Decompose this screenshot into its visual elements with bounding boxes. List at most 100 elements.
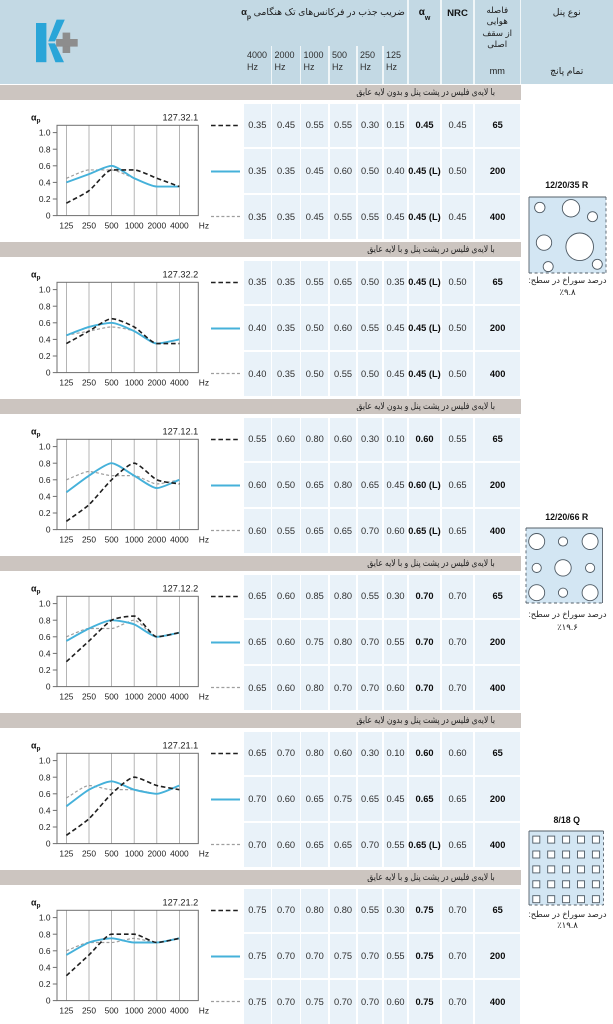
absorption-value: 0.55	[383, 620, 408, 664]
square-hole	[576, 835, 585, 844]
y-axis-symbol: αp	[31, 897, 41, 909]
absorption-value: 0.60	[329, 417, 357, 462]
legend-blue-solid	[211, 484, 240, 487]
absorption-value: 0.60	[272, 620, 300, 664]
chart-line-gray-dashed	[66, 619, 180, 638]
legend-black-dashed	[211, 124, 240, 127]
absorption-value: 0.60	[244, 463, 271, 507]
x-tick-label: 125	[59, 220, 73, 230]
x-tick-label: 500	[105, 377, 119, 387]
x-tick-label: 2000	[147, 848, 166, 858]
chart-id: 127.32.1	[163, 112, 199, 122]
x-tick-label: 4000	[170, 691, 189, 701]
panel-name: 8/18 Q	[553, 814, 580, 825]
absorption-value: 0.55	[301, 103, 329, 148]
nrc-value: 0.70	[441, 574, 474, 619]
absorption-value: 0.70	[244, 777, 271, 821]
square-hole	[576, 865, 585, 874]
y-tick-label: 0.2	[39, 194, 51, 204]
nrc-value: 0.70	[441, 980, 474, 1024]
data-section: با لایه‌ی فلیس در پشت پنل و بدون لایه عا…	[0, 398, 613, 555]
alpha-w-value: 0.45 (L)	[408, 260, 441, 305]
square-hole	[576, 850, 585, 859]
round-hole	[585, 562, 596, 573]
table-header: ضریب جذب در فرکانس‌های تک هنگامی αp 4000…	[0, 0, 613, 84]
y-axis-symbol: αp	[31, 112, 41, 124]
absorption-value: 0.65	[329, 509, 357, 553]
legend-gray-dashed	[211, 1001, 240, 1003]
x-tick-label: 1000	[125, 534, 144, 544]
chart-line-black-dashed	[65, 615, 180, 663]
y-tick-label: 0.8	[39, 772, 51, 782]
y-tick-label: 1.0	[39, 599, 51, 609]
legend-gray-dashed	[211, 373, 240, 375]
chart-line-black-dashed	[66, 169, 180, 204]
freq-value: 1000	[303, 50, 324, 60]
absorption-value: 0.55	[244, 417, 271, 462]
absorption-chart: 0 0.2 0.4 0.6 0.8 1.0 125 250 500 1000 2000 4000 Hz α…	[31, 426, 209, 544]
section-band-label: با لایه‌ی فلیس در پشت پنل و با لایه عایق	[367, 243, 495, 254]
absorption-value: 0.60	[272, 823, 300, 867]
nrc-value: 0.65	[441, 823, 474, 867]
chart-id: 127.32.2	[163, 269, 199, 279]
freq-group-title: ضریب جذب در فرکانس‌های تک هنگامی αp	[241, 7, 405, 21]
absorption-value: 0.50	[357, 260, 383, 305]
nrc-value: 0.50	[441, 260, 474, 305]
hole-percentage-value: ٪۹.۸	[559, 287, 576, 297]
absorption-value: 0.10	[383, 731, 408, 776]
chart-plot-box	[56, 752, 199, 844]
round-hole	[591, 258, 603, 270]
legend-black-dashed	[211, 595, 240, 598]
chart-line-blue-solid	[65, 780, 180, 807]
x-tick-label: 250	[82, 691, 96, 701]
absorption-value: 0.75	[301, 980, 329, 1024]
square-hole	[546, 865, 555, 874]
y-tick-label: 0.6	[39, 632, 51, 642]
absorption-value: 0.35	[272, 352, 300, 396]
x-tick-label: 1000	[125, 691, 144, 701]
absorption-value: 0.40	[383, 149, 408, 193]
freq-group-title-text: ضریب جذب در فرکانس‌های تک هنگامی	[253, 7, 405, 17]
y-tick-label: 0.2	[39, 351, 51, 361]
absorption-value: 0.55	[329, 103, 357, 148]
legend-gray-dashed	[211, 687, 240, 689]
x-tick-label: 4000	[170, 848, 189, 858]
alpha-w-value: 0.65 (L)	[408, 823, 441, 867]
absorption-value: 0.40	[244, 306, 271, 350]
absorption-value: 0.45	[383, 306, 408, 350]
alpha-w-header: αw	[418, 7, 431, 22]
x-tick-label: 2000	[147, 1005, 166, 1015]
section-band: با لایه‌ی فلیس در پشت پنل و با لایه عایق	[0, 241, 521, 257]
k-lower-arm	[48, 43, 64, 63]
absorption-value: 0.35	[244, 149, 271, 193]
air-gap-header-line: هوایی	[486, 16, 508, 27]
header-separator	[407, 0, 409, 84]
x-tick-label: 4000	[170, 534, 189, 544]
air-gap-value: 65	[474, 260, 521, 305]
nrc-value: 0.70	[441, 666, 474, 710]
section-band-label: با لایه‌ی فلیس در پشت پنل و بدون لایه عا…	[355, 86, 495, 97]
legend-black-dashed	[211, 752, 240, 755]
legend-black-dashed	[211, 909, 240, 912]
section-band-label: با لایه‌ی فلیس در پشت پنل و با لایه عایق	[367, 871, 495, 882]
square-hole	[546, 880, 555, 889]
round-hole	[531, 562, 542, 573]
absorption-value: 0.50	[301, 352, 329, 396]
legend-blue-solid	[211, 955, 240, 958]
round-hole	[554, 558, 572, 577]
round-hole	[528, 532, 546, 550]
section-band: با لایه‌ی فلیس در پشت پنل و با لایه عایق	[0, 869, 521, 885]
absorption-value: 0.60	[383, 980, 408, 1024]
air-gap-value: 65	[474, 103, 521, 148]
air-gap-header-line: از سقف	[482, 27, 513, 38]
x-axis-unit: Hz	[199, 691, 209, 701]
absorption-value: 0.70	[357, 666, 383, 710]
nrc-value: 0.60	[441, 731, 474, 776]
y-tick-label: 0	[46, 525, 51, 535]
freq-value: 2000	[274, 50, 295, 60]
alpha-w-value: 0.45 (L)	[408, 195, 441, 239]
absorption-value: 0.70	[329, 666, 357, 710]
absorption-value: 0.45	[383, 195, 408, 239]
absorption-value: 0.80	[329, 620, 357, 664]
round-hole	[528, 583, 546, 601]
